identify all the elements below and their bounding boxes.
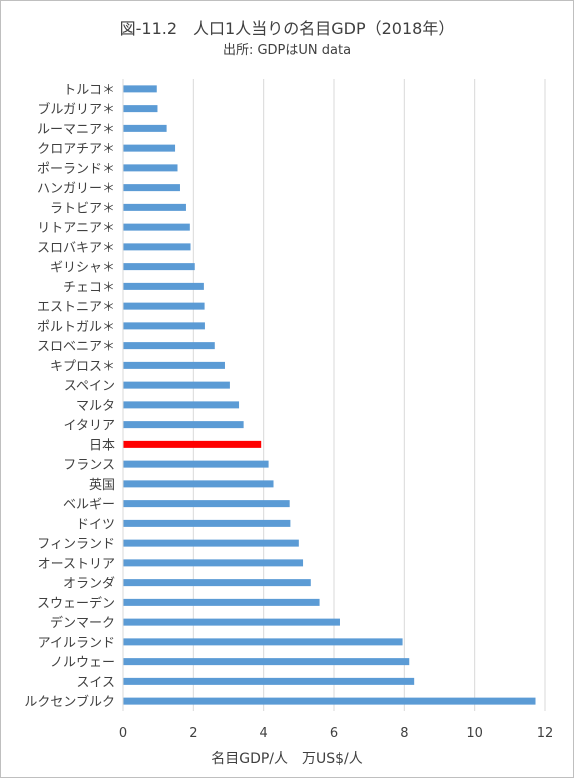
bar [123, 223, 190, 231]
bar [123, 263, 195, 271]
category-label: オーストリア [38, 557, 115, 572]
x-tick-label: 6 [330, 726, 338, 741]
category-label: ベルギー [63, 498, 115, 513]
category-label: チェコ＊ [63, 280, 115, 295]
bar [123, 500, 290, 508]
category-label: マルタ [76, 399, 115, 414]
bar [123, 598, 320, 606]
chart-subtitle: 出所: GDPはUN data [222, 43, 352, 58]
x-tick-label: 4 [260, 726, 268, 741]
bar [123, 184, 180, 192]
category-label: フィンランド [37, 537, 115, 552]
category-label: クロアチア＊ [37, 142, 115, 157]
category-label: スイス [76, 675, 115, 690]
bar [123, 322, 205, 330]
category-label: アイルランド [38, 636, 115, 651]
bar [123, 559, 304, 567]
category-label: エストニア＊ [37, 300, 115, 315]
bar [123, 282, 204, 290]
category-label: ポーランド＊ [37, 162, 115, 177]
bar [123, 421, 244, 429]
bar [123, 85, 157, 93]
bar [123, 618, 340, 626]
category-label: リトアニア＊ [37, 221, 115, 236]
category-label: ブルガリア＊ [37, 102, 115, 118]
x-tick-label: 12 [537, 726, 554, 741]
bar [123, 579, 311, 587]
category-label: フランス [63, 458, 115, 473]
category-label: ラトビア＊ [50, 201, 115, 216]
x-axis-title: 名目GDP/人 万US$/人 [211, 751, 363, 767]
category-label: スウェーデン [37, 595, 115, 611]
category-label: ドイツ [76, 517, 115, 532]
category-label: ポルトガル＊ [37, 320, 115, 335]
bar [123, 203, 186, 211]
bar [123, 302, 205, 310]
category-label: イタリア [64, 419, 115, 434]
bar [123, 243, 191, 251]
bar [123, 440, 262, 448]
category-label: 英国 [89, 478, 115, 493]
bar [123, 361, 225, 369]
category-label: スペイン [64, 379, 115, 394]
category-label: オランダ [63, 577, 115, 592]
bar [123, 460, 269, 468]
bar [123, 164, 178, 172]
bar [123, 381, 230, 389]
category-label: トルコ＊ [63, 83, 115, 98]
bar [123, 144, 176, 152]
x-tick-label: 8 [400, 726, 408, 741]
category-label: ルクセンブルク [24, 694, 115, 710]
category-label: スロベニア＊ [37, 340, 115, 355]
category-label: ノルウェー [50, 656, 115, 671]
category-label: デンマーク [50, 615, 115, 631]
bar [123, 638, 403, 646]
x-tick-label: 0 [119, 726, 127, 741]
x-tick-label: 10 [466, 726, 483, 741]
category-label: キプロス＊ [50, 359, 115, 374]
category-label: ギリシャ＊ [50, 261, 115, 276]
bar [123, 539, 299, 547]
bar [123, 658, 410, 666]
bar [123, 124, 167, 132]
chart-title: 図-11.2 人口1人当りの名目GDP（2018年） [119, 19, 455, 38]
category-label: スロバキア＊ [37, 241, 115, 256]
bar [123, 697, 536, 705]
bar [123, 480, 274, 488]
category-label: ルーマニア＊ [37, 122, 115, 137]
bar [123, 401, 240, 409]
bar [123, 105, 158, 113]
category-label: ハンガリー＊ [37, 182, 115, 197]
bar [123, 677, 415, 685]
category-label: 日本 [89, 438, 115, 453]
bar [123, 519, 291, 527]
bar [123, 342, 215, 350]
x-tick-label: 2 [189, 726, 197, 741]
